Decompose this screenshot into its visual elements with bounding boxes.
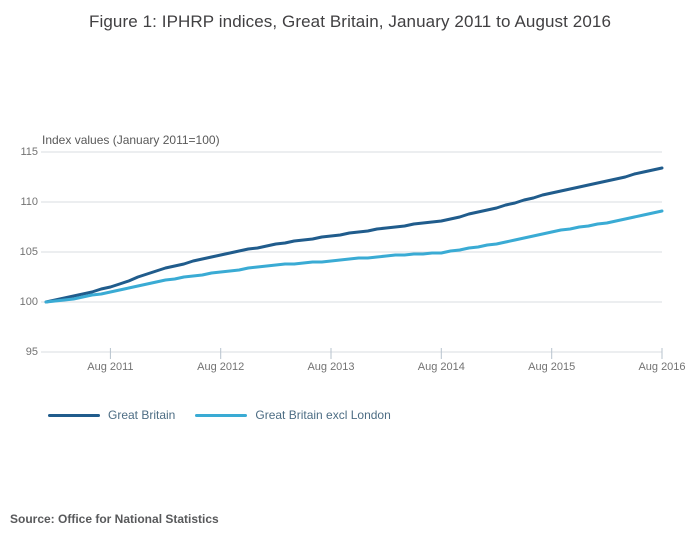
- legend-item-great-britain-excl-london: Great Britain excl London: [195, 408, 391, 422]
- x-axis-tick-label: Aug 2013: [307, 361, 355, 373]
- legend-item-great-britain: Great Britain: [48, 408, 175, 422]
- legend-label: Great Britain excl London: [255, 408, 391, 422]
- figure-title: Figure 1: IPHRP indices, Great Britain, …: [88, 12, 612, 31]
- x-axis-tick-label: Aug 2012: [197, 361, 245, 373]
- series-line-great-britain: [44, 166, 664, 304]
- legend-line-swatch-dark-blue: [48, 413, 100, 417]
- y-axis-tick-label: 105: [19, 246, 38, 258]
- y-axis-tick-label: 95: [25, 346, 38, 358]
- x-axis-tick-label: Aug 2016: [638, 361, 686, 373]
- x-axis-tick-label: Aug 2014: [417, 361, 465, 373]
- y-axis-title: Index values (January 2011=100): [42, 133, 220, 147]
- series-line-great-britain-excl-london: [44, 209, 664, 304]
- legend-line-swatch-light-blue: [195, 413, 248, 417]
- x-axis-tick-label: Aug 2015: [528, 361, 576, 373]
- chart-legend: Great Britain Great Britain excl London: [48, 408, 391, 422]
- y-axis-tick-label: 110: [20, 196, 38, 208]
- y-axis-tick-label: 115: [20, 146, 38, 158]
- y-axis-tick-label: 100: [19, 296, 38, 308]
- x-axis-tick-label: Aug 2011: [87, 361, 134, 373]
- source-attribution: Source: Office for National Statistics: [10, 512, 219, 526]
- legend-label: Great Britain: [108, 408, 176, 422]
